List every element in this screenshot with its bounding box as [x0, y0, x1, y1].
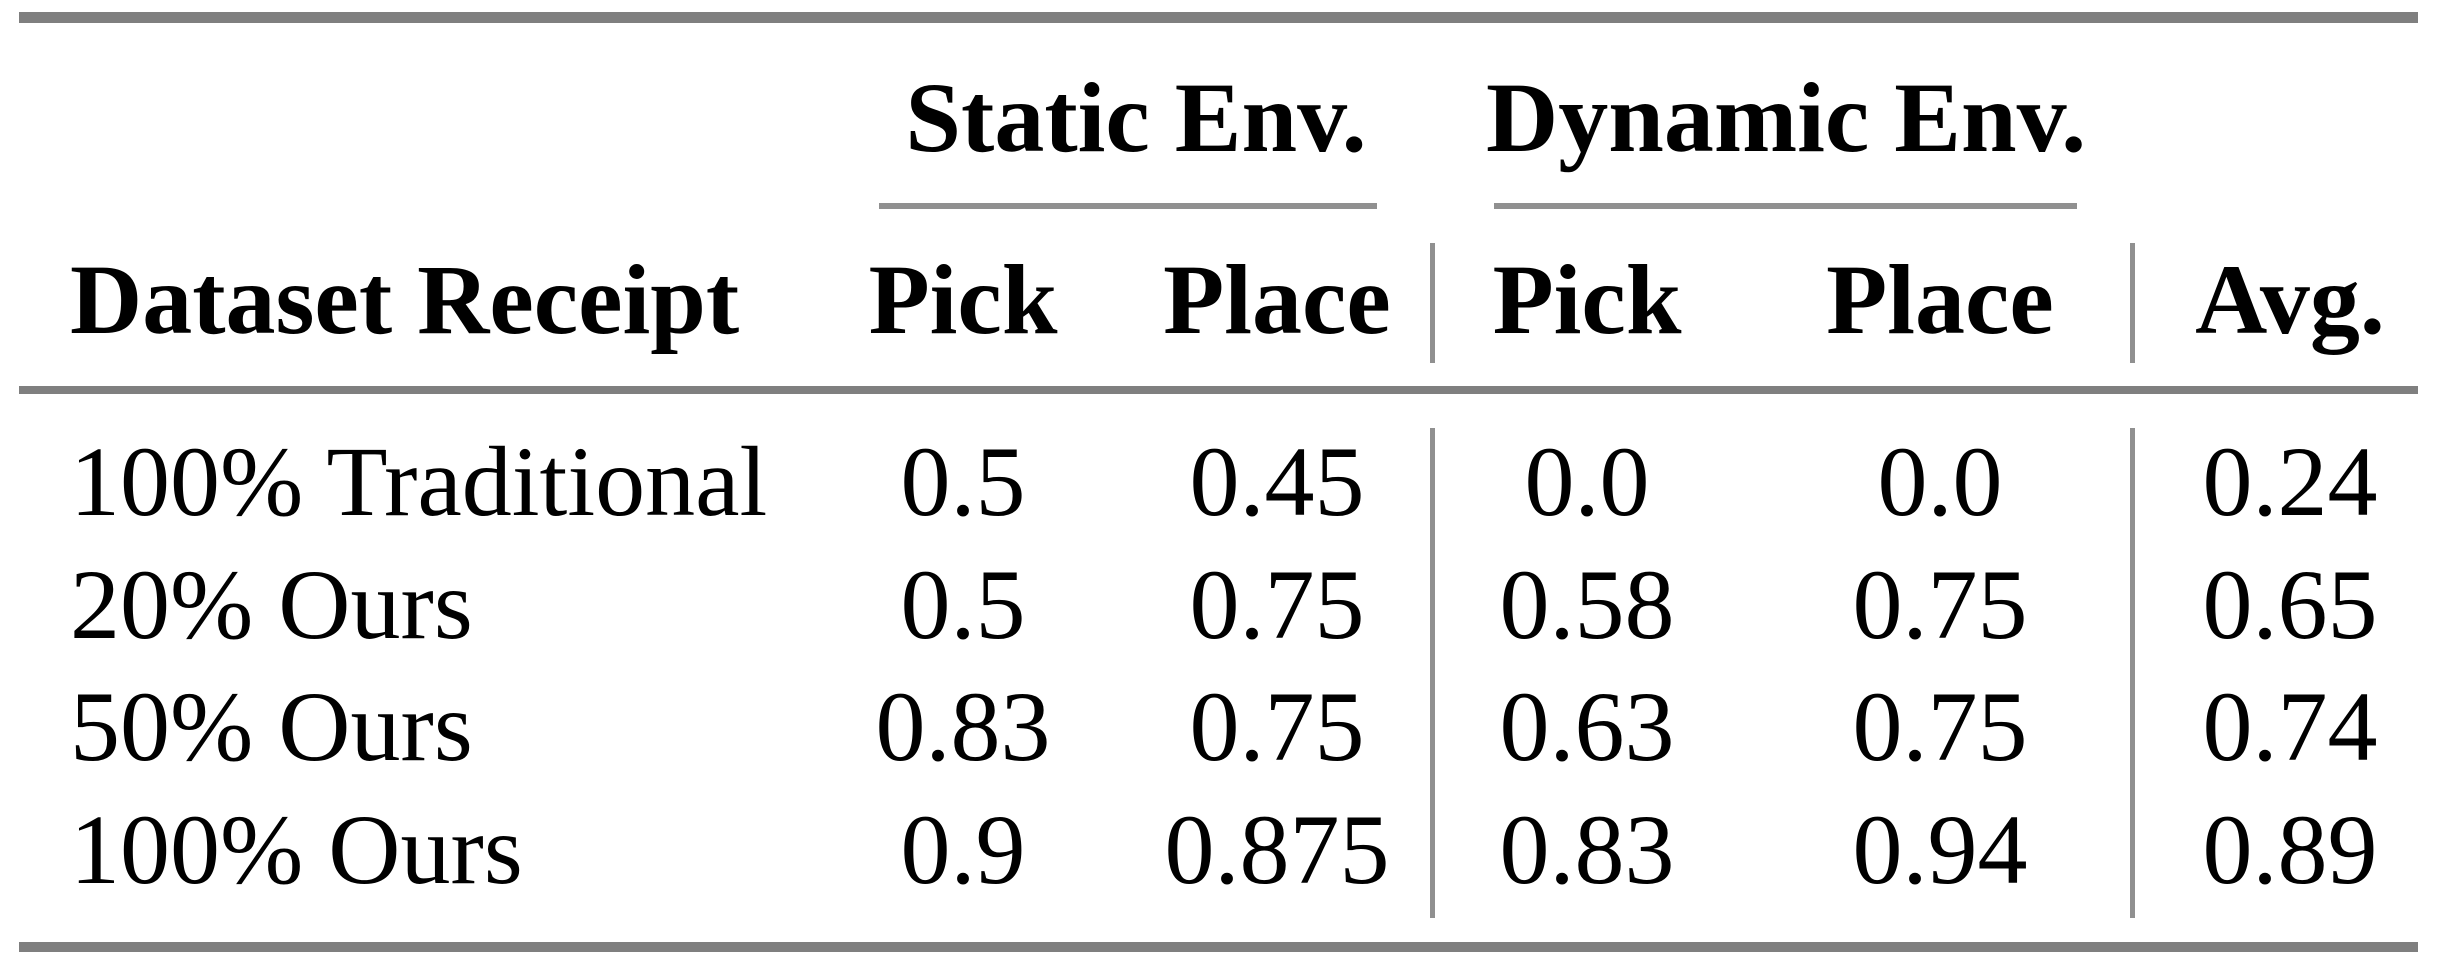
static-env-group-header: Static Env. [905, 62, 1367, 173]
group-separator-2-header [2130, 243, 2135, 363]
dynamic-place-value: 0.0 [1877, 426, 2003, 537]
col-header-dataset-receipt: Dataset Receipt [70, 244, 740, 355]
col-header-avg: Avg. [2195, 244, 2385, 355]
col-header-dynamic-place: Place [1826, 244, 2054, 355]
static-place-value: 0.75 [1189, 549, 1365, 660]
avg-value: 0.74 [2202, 671, 2378, 782]
column-header-row: Dataset Receipt Pick Place Pick Place Av… [0, 235, 2440, 365]
group-separator-1-header [1430, 243, 1435, 363]
static-pick-value: 0.5 [900, 549, 1026, 660]
table-row: 50% Ours 0.83 0.75 0.63 0.75 0.74 [0, 662, 2440, 792]
col-header-dynamic-pick: Pick [1492, 244, 1682, 355]
dynamic-env-underline [1494, 203, 2077, 209]
static-place-value: 0.875 [1164, 794, 1390, 905]
avg-value: 0.24 [2202, 426, 2378, 537]
col-header-static-place: Place [1163, 244, 1391, 355]
row-label: 50% Ours [70, 671, 473, 782]
static-pick-value: 0.9 [900, 794, 1026, 905]
static-pick-value: 0.5 [900, 426, 1026, 537]
dynamic-env-group-header: Dynamic Env. [1486, 62, 2087, 173]
table-row: 20% Ours 0.5 0.75 0.58 0.75 0.65 [0, 540, 2440, 670]
column-group-header-row: Static Env. Dynamic Env. [0, 53, 2440, 183]
dynamic-place-value: 0.94 [1852, 794, 2028, 905]
table-row: 100% Ours 0.9 0.875 0.83 0.94 0.89 [0, 785, 2440, 915]
dynamic-pick-value: 0.63 [1499, 671, 1675, 782]
dynamic-pick-value: 0.58 [1499, 549, 1675, 660]
top-rule [19, 12, 2418, 23]
static-pick-value: 0.83 [875, 671, 1051, 782]
table-row: 100% Traditional 0.5 0.45 0.0 0.0 0.24 [0, 417, 2440, 547]
group-separator-2-body [2130, 428, 2135, 918]
static-place-value: 0.75 [1189, 671, 1365, 782]
row-label: 20% Ours [70, 549, 473, 660]
group-separator-1-body [1430, 428, 1435, 918]
dynamic-place-value: 0.75 [1852, 671, 2028, 782]
mid-rule [19, 386, 2418, 394]
avg-value: 0.89 [2202, 794, 2378, 905]
static-env-underline [879, 203, 1377, 209]
avg-value: 0.65 [2202, 549, 2378, 660]
row-label: 100% Traditional [70, 426, 768, 537]
col-header-static-pick: Pick [868, 244, 1058, 355]
static-place-value: 0.45 [1189, 426, 1365, 537]
dynamic-place-value: 0.75 [1852, 549, 2028, 660]
bottom-rule [19, 942, 2418, 952]
dynamic-pick-value: 0.0 [1524, 426, 1650, 537]
row-label: 100% Ours [70, 794, 523, 905]
dynamic-pick-value: 0.83 [1499, 794, 1675, 905]
